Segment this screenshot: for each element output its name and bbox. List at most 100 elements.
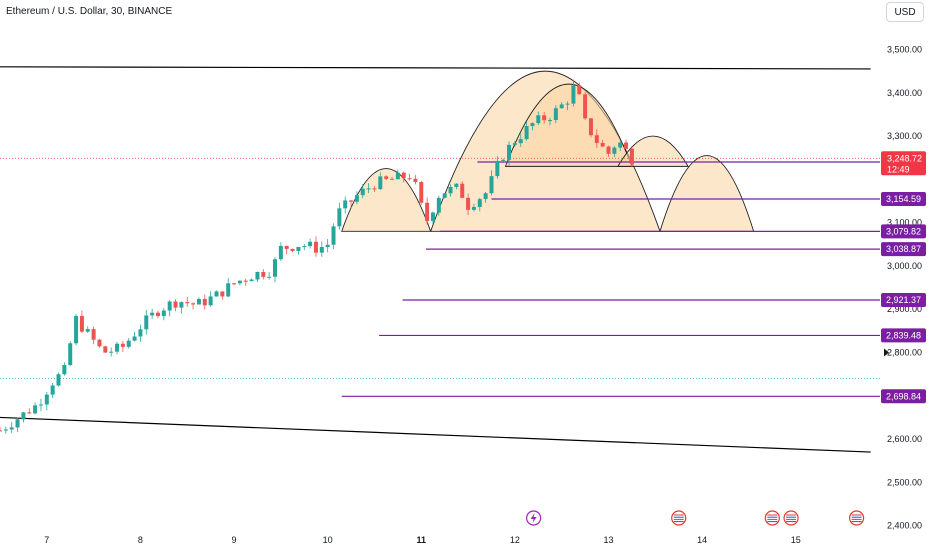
candle-body — [33, 405, 38, 414]
candle-body — [196, 299, 201, 305]
candle-body — [278, 245, 283, 260]
dome-arc — [341, 168, 432, 232]
level-label-bg — [881, 224, 926, 239]
candle-body — [179, 302, 184, 308]
x-tick-label: 7 — [44, 535, 49, 545]
us-flag-icon[interactable] — [848, 510, 865, 526]
pattern-domes — [341, 70, 755, 232]
candle-body — [577, 85, 582, 95]
candle-body — [501, 159, 506, 161]
dotted-levels — [0, 157, 880, 379]
candle-body — [185, 302, 190, 304]
y-tick-label: 3,500.00 — [887, 44, 922, 54]
us-flag-icon[interactable] — [671, 510, 687, 526]
candles — [0, 79, 634, 434]
level-label-text: 2,921.37 — [886, 295, 921, 305]
candle-body — [3, 429, 8, 431]
candle-body — [372, 188, 377, 190]
candle-body — [471, 206, 476, 210]
candle-body — [536, 115, 541, 124]
candle-body — [267, 276, 272, 278]
trend-line[interactable] — [0, 66, 871, 70]
dome-arc — [617, 135, 689, 167]
candle-body — [524, 126, 529, 140]
x-tick-label: 12 — [510, 535, 520, 545]
candle-body — [273, 259, 277, 277]
current-price-bg — [881, 151, 926, 176]
candle-body — [583, 94, 588, 119]
x-tick-label: 15 — [791, 535, 801, 545]
level-label-text: 3,038.87 — [886, 244, 921, 254]
candle-body — [483, 193, 488, 200]
candle-body — [559, 104, 564, 109]
level-label-bg — [881, 242, 926, 257]
candle-body — [349, 200, 354, 202]
y-tick-label: 2,600.00 — [887, 434, 922, 444]
current-price-label: 3,248.72 — [887, 153, 922, 163]
candle-body — [425, 202, 430, 222]
candle-body — [255, 272, 260, 280]
candle-body — [261, 272, 266, 277]
candle-body — [68, 343, 73, 366]
candle-body — [243, 280, 248, 282]
candle-body — [413, 178, 418, 182]
y-tick-label: 2,500.00 — [887, 477, 922, 487]
candle-body — [419, 181, 424, 203]
candle-body — [115, 343, 120, 352]
candle-body — [588, 118, 593, 136]
candle-body — [38, 404, 43, 406]
candle-body — [319, 247, 324, 253]
candle-body — [91, 329, 96, 340]
candle-body — [249, 279, 254, 282]
trend-line[interactable] — [0, 416, 871, 453]
candle-body — [214, 291, 219, 297]
candle-body — [553, 108, 558, 121]
candle-body — [629, 148, 634, 165]
candle-body — [220, 291, 225, 297]
candle-body — [430, 212, 435, 222]
y-tick-label: 3,100.00 — [887, 218, 922, 228]
candle-body — [384, 176, 389, 179]
candle-body — [27, 412, 32, 414]
y-tick-label: 2,900.00 — [887, 304, 922, 314]
candle-body — [226, 283, 231, 297]
candle-body — [401, 172, 406, 179]
candle-body — [618, 142, 623, 148]
candle-body — [85, 329, 90, 332]
candle-body — [460, 183, 465, 198]
candle-body — [343, 200, 348, 209]
candle-body — [191, 303, 196, 305]
us-flag-icon[interactable] — [783, 510, 799, 526]
us-flag-icon[interactable] — [764, 510, 780, 526]
candle-body — [325, 244, 330, 248]
chart-title: Ethereum / U.S. Dollar, 30, BINANCE — [6, 6, 173, 17]
y-tick-label: 3,400.00 — [887, 88, 922, 98]
candle-body — [150, 312, 155, 316]
candle-body — [237, 280, 242, 284]
candle-body — [530, 123, 535, 127]
candle-body — [454, 183, 459, 187]
candle-body — [74, 316, 79, 344]
candle-body — [308, 241, 313, 247]
time-axis: 7 8 9 10 11 12 13 14 15 — [44, 535, 800, 545]
candle-body — [0, 430, 2, 432]
candle-body — [518, 139, 523, 144]
candle-body — [167, 301, 172, 311]
candle-body — [542, 115, 547, 121]
candle-body — [97, 339, 102, 347]
candle-body — [600, 142, 605, 147]
candle-body — [436, 197, 441, 213]
candle-body — [565, 103, 570, 105]
candle-body — [202, 299, 207, 306]
level-label-text: 2,698.84 — [886, 391, 921, 401]
x-tick-label: 9 — [232, 535, 237, 545]
candle-body — [208, 296, 213, 306]
candle-body — [126, 340, 131, 347]
y-tick-label: 3,300.00 — [887, 131, 922, 141]
trend-lines — [0, 66, 871, 453]
candle-body — [366, 188, 371, 190]
currency-button[interactable]: USD — [886, 2, 924, 22]
x-tick-label: 8 — [138, 535, 143, 545]
candle-body — [302, 246, 307, 248]
